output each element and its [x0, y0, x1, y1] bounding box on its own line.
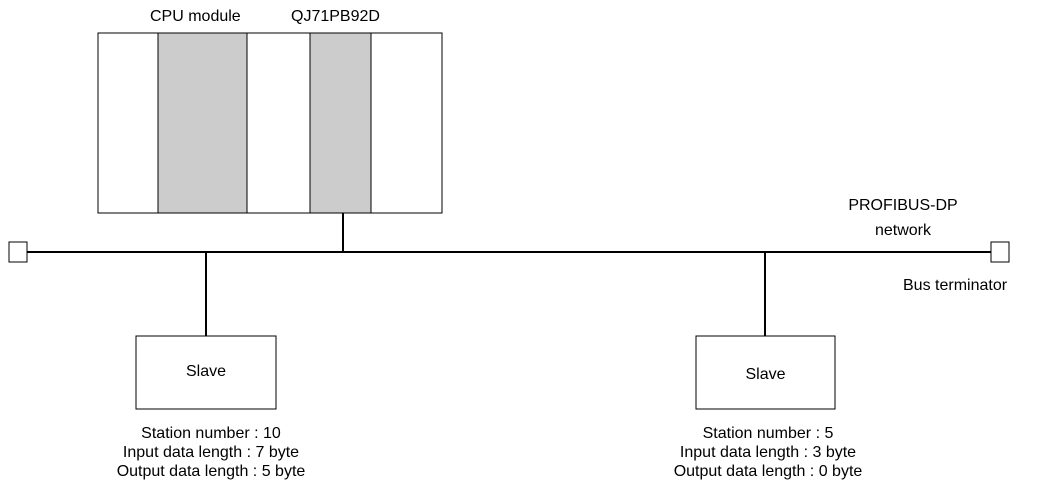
cpu-module-label: CPU module [150, 8, 241, 25]
qj71pb92d-label: QJ71PB92D [291, 8, 380, 25]
slave-1-output-length: Output data length : 5 byte [116, 463, 306, 480]
bus-terminator-left [8, 241, 28, 263]
cpu-module-slot [157, 32, 248, 214]
slave-1-input-length: Input data length : 7 byte [122, 444, 300, 461]
slave-2-input-length: Input data length : 3 byte [679, 444, 857, 461]
slave-1-station-number: Station number : 10 [141, 425, 281, 442]
network-name-line1: PROFIBUS-DP [848, 197, 958, 214]
plc-base-unit [97, 32, 443, 214]
slave-1-box [135, 335, 277, 410]
qj71pb92d-module-slot [309, 32, 372, 214]
slave-2-label: Slave [745, 366, 786, 383]
bus-terminator-right [990, 241, 1010, 263]
slave-1-label: Slave [185, 363, 227, 380]
slave-2-output-length: Output data length : 0 byte [673, 463, 863, 480]
slave-2-station-number: Station number : 5 [702, 425, 834, 442]
network-name-line2: network [874, 222, 932, 239]
slave-2-box [695, 335, 836, 410]
bus-terminator-label: Bus terminator [903, 277, 1008, 294]
